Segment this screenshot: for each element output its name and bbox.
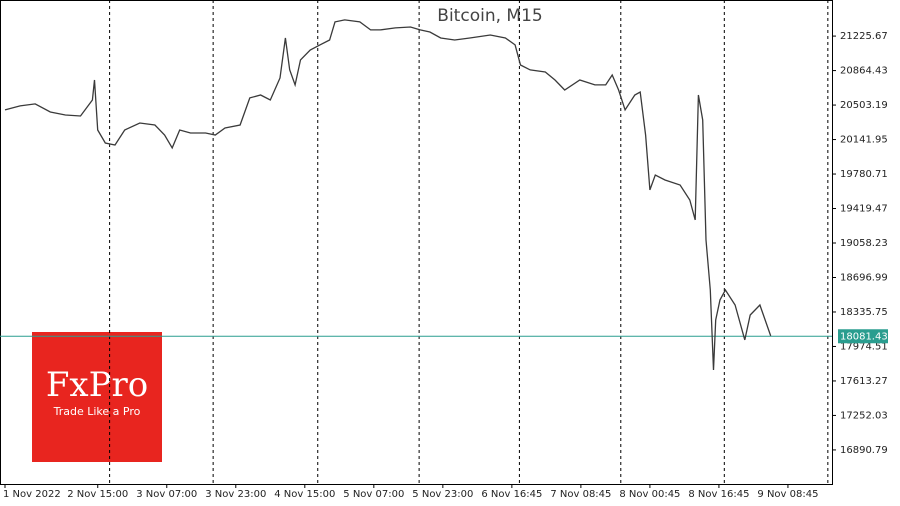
x-tick-label: 7 Nov 08:45 [550,489,611,500]
logo-box [32,332,162,462]
logo-subtitle: Trade Like a Pro [53,405,141,418]
y-tick-label: 21225.67 [840,31,888,42]
x-tick-label: 5 Nov 23:00 [412,489,473,500]
y-tick-label: 18335.75 [840,307,888,318]
y-tick-label: 19058.23 [840,238,888,249]
x-tick-label: 5 Nov 07:00 [343,489,404,500]
y-tick-label: 17613.27 [840,376,888,387]
y-tick-label: 20503.19 [840,100,888,111]
y-tick-label: 19780.71 [840,169,888,180]
last-price-label: 18081.43 [840,331,888,342]
x-tick-label: 8 Nov 00:45 [619,489,680,500]
price-line [4,19,772,371]
x-tick-label: 6 Nov 16:45 [481,489,542,500]
y-tick-label: 16890.79 [840,445,888,456]
y-tick-label: 17974.51 [840,341,888,352]
x-tick-label: 4 Nov 15:00 [274,489,335,500]
x-tick-label: 8 Nov 16:45 [688,489,749,500]
logo-title: FxPro [46,365,148,405]
x-tick-label: 2 Nov 15:00 [67,489,128,500]
last-price-box [838,329,888,344]
y-tick-label: 17252.03 [840,410,888,421]
chart-title: Bitcoin, M15 [437,6,542,26]
x-tick-label: 3 Nov 07:00 [136,489,197,500]
plot-frame [0,0,833,485]
x-tick-label: 1 Nov 2022 [3,489,61,500]
x-tick-label: 9 Nov 08:45 [757,489,818,500]
x-tick-label: 3 Nov 23:00 [205,489,266,500]
y-tick-label: 18696.99 [840,272,888,283]
y-tick-label: 19419.47 [840,204,888,215]
y-tick-label: 20141.95 [840,135,888,146]
y-tick-label: 20864.43 [840,66,888,77]
